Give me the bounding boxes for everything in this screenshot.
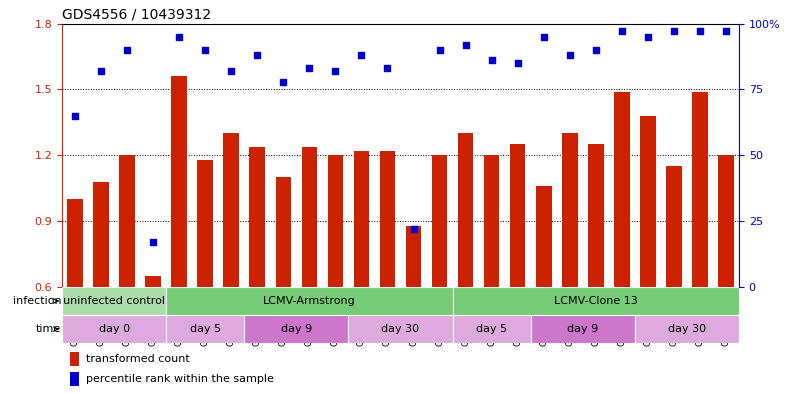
Point: [615, 28, 628, 35]
Point: [564, 52, 576, 58]
Bar: [166, 315, 245, 343]
Point: [459, 42, 472, 48]
Bar: [245, 315, 349, 343]
Bar: [70, 371, 79, 386]
Text: day 30: day 30: [381, 324, 419, 334]
Bar: [223, 133, 239, 287]
Text: day 0: day 0: [98, 324, 129, 334]
Bar: [692, 92, 707, 287]
Bar: [588, 144, 603, 287]
Bar: [666, 166, 682, 287]
Bar: [166, 287, 453, 315]
Bar: [62, 287, 166, 315]
Point: [485, 57, 498, 64]
Point: [642, 34, 654, 40]
Bar: [276, 177, 291, 287]
Bar: [510, 144, 526, 287]
Point: [94, 68, 107, 74]
Point: [381, 65, 394, 72]
Bar: [249, 147, 265, 287]
Text: time: time: [37, 324, 61, 334]
Bar: [453, 315, 530, 343]
Bar: [432, 155, 447, 287]
Bar: [353, 151, 369, 287]
Bar: [614, 92, 630, 287]
Text: uninfected control: uninfected control: [63, 296, 165, 306]
Bar: [145, 276, 161, 287]
Point: [329, 68, 341, 74]
Bar: [349, 315, 453, 343]
Point: [589, 47, 602, 53]
Bar: [70, 351, 79, 365]
Bar: [562, 133, 577, 287]
Text: GDS4556 / 10439312: GDS4556 / 10439312: [62, 7, 211, 21]
Bar: [380, 151, 395, 287]
Point: [225, 68, 237, 74]
Text: day 9: day 9: [567, 324, 599, 334]
Text: day 9: day 9: [281, 324, 312, 334]
Bar: [198, 160, 213, 287]
Point: [668, 28, 680, 35]
Bar: [172, 76, 187, 287]
Bar: [635, 315, 739, 343]
Text: percentile rank within the sample: percentile rank within the sample: [86, 373, 274, 384]
Point: [173, 34, 186, 40]
Point: [434, 47, 446, 53]
Bar: [453, 287, 739, 315]
Point: [198, 47, 211, 53]
Text: day 5: day 5: [476, 324, 507, 334]
Bar: [119, 155, 135, 287]
Text: day 5: day 5: [190, 324, 221, 334]
Point: [121, 47, 133, 53]
Point: [538, 34, 550, 40]
Bar: [328, 155, 343, 287]
Bar: [484, 155, 499, 287]
Bar: [62, 315, 166, 343]
Point: [407, 226, 420, 232]
Point: [303, 65, 316, 72]
Bar: [718, 155, 734, 287]
Bar: [302, 147, 317, 287]
Point: [68, 113, 81, 119]
Point: [355, 52, 368, 58]
Point: [719, 28, 732, 35]
Text: transformed count: transformed count: [86, 353, 190, 364]
Bar: [458, 133, 473, 287]
Point: [251, 52, 264, 58]
Point: [147, 239, 160, 245]
Bar: [406, 226, 422, 287]
Point: [694, 28, 707, 35]
Text: infection: infection: [13, 296, 61, 306]
Text: LCMV-Armstrong: LCMV-Armstrong: [263, 296, 356, 306]
Bar: [530, 315, 635, 343]
Text: LCMV-Clone 13: LCMV-Clone 13: [554, 296, 638, 306]
Bar: [67, 199, 83, 287]
Bar: [536, 186, 552, 287]
Bar: [640, 116, 656, 287]
Bar: [93, 182, 109, 287]
Point: [277, 78, 290, 84]
Text: day 30: day 30: [668, 324, 706, 334]
Point: [511, 60, 524, 66]
